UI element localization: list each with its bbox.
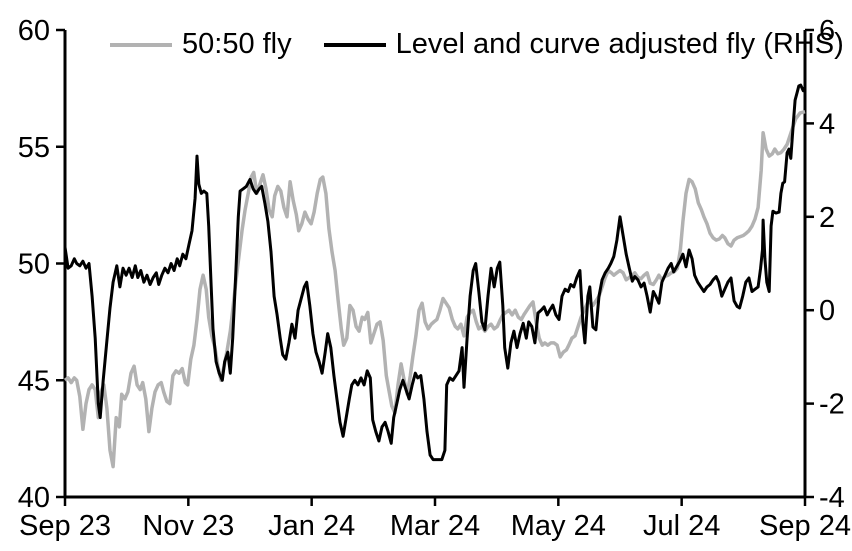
legend-line-sample-gray bbox=[110, 42, 172, 47]
legend-item-5050-fly: 50:50 fly bbox=[110, 30, 292, 59]
right-axis-tick-label: -4 bbox=[819, 482, 845, 514]
x-axis-tick-label: Sep 24 bbox=[759, 510, 851, 542]
x-axis-tick-label: May 24 bbox=[511, 510, 606, 542]
x-axis-tick-label: Mar 24 bbox=[390, 510, 480, 542]
x-axis-tick-label: Jul 24 bbox=[643, 510, 720, 542]
left-axis-tick-label: 50 bbox=[18, 249, 50, 281]
right-axis-tick-label: 6 bbox=[819, 15, 835, 47]
right-axis-tick-label: 4 bbox=[819, 108, 835, 140]
series-line-adjusted-fly bbox=[63, 83, 807, 462]
legend-label-adjusted-fly: Level and curve adjusted fly (RHS) bbox=[395, 28, 844, 60]
legend-item-adjusted-fly: Level and curve adjusted fly (RHS) bbox=[323, 28, 844, 60]
legend: 50:50 fly Level and curve adjusted fly (… bbox=[110, 30, 844, 59]
legend-line-sample-black bbox=[323, 42, 386, 47]
right-axis-tick-label: -2 bbox=[819, 389, 845, 421]
series-line-5050-fly bbox=[63, 110, 806, 469]
left-axis-tick-label: 55 bbox=[18, 132, 50, 164]
x-axis-tick-label: Jan 24 bbox=[268, 510, 355, 542]
left-axis-tick-label: 45 bbox=[18, 365, 50, 397]
right-axis-tick-label: 0 bbox=[819, 295, 835, 327]
x-axis-tick-label: Nov 23 bbox=[142, 510, 234, 542]
left-axis-tick-label: 40 bbox=[18, 482, 50, 514]
right-axis-tick-label: 2 bbox=[819, 202, 835, 234]
x-axis-tick-label: Sep 23 bbox=[19, 510, 111, 542]
legend-label-5050-fly: 50:50 fly bbox=[182, 28, 292, 60]
left-axis-tick-label: 60 bbox=[18, 15, 50, 47]
